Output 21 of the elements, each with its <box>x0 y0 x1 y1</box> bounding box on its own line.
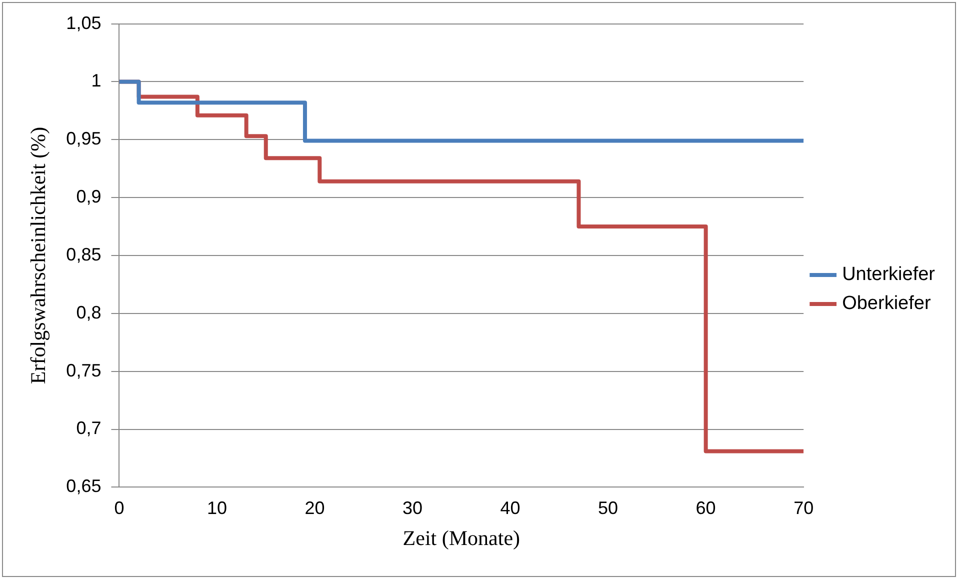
y-tick-label: 0,85 <box>66 244 102 264</box>
x-tick-label: 20 <box>304 498 325 518</box>
legend-label: Unterkiefer <box>842 264 936 286</box>
y-tick-label: 0,7 <box>76 418 102 438</box>
y-tick-label: 0,95 <box>66 128 102 149</box>
y-tick-label: 1,05 <box>66 12 102 33</box>
y-tick-label: 0,8 <box>76 302 102 322</box>
y-tick-label: 0,9 <box>76 186 102 207</box>
x-tick-label: 10 <box>206 498 228 518</box>
x-tick-label: 70 <box>794 498 814 518</box>
x-axis-title: Zeit (Monate) <box>402 526 520 550</box>
x-tick-label: 50 <box>598 498 618 518</box>
x-tick-label: 0 <box>114 498 124 518</box>
y-tick-label: 1 <box>91 70 102 91</box>
y-tick-label: 0,75 <box>66 360 102 380</box>
x-tick-label: 30 <box>402 498 423 518</box>
y-axis-title: Erfolgswahrscheinlichkeit (%) <box>26 126 50 384</box>
legend-label: Oberkiefer <box>842 293 932 314</box>
x-tick-label: 40 <box>500 498 520 518</box>
x-tick-label: 60 <box>696 498 716 518</box>
y-tick-label: 0,65 <box>66 476 102 496</box>
